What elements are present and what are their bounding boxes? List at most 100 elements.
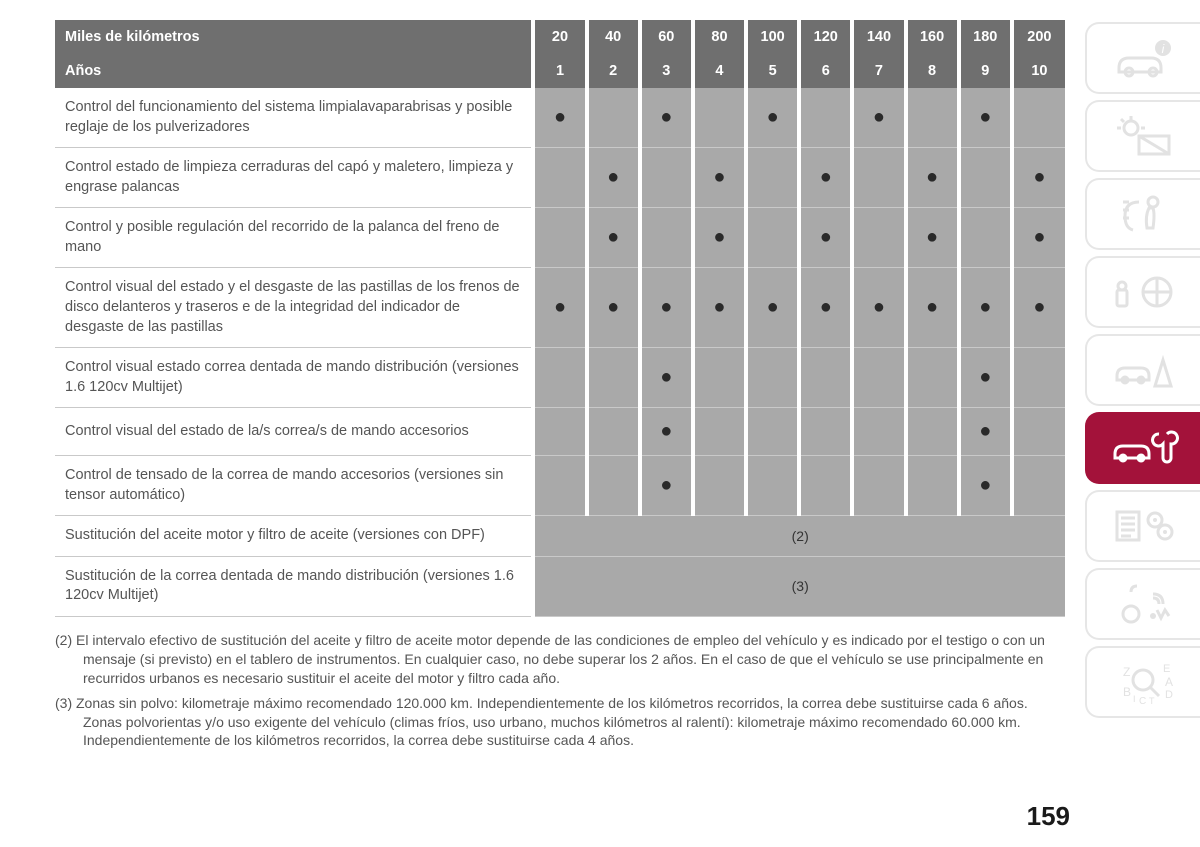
yr-col: 1 — [533, 54, 586, 88]
yr-col: 3 — [640, 54, 693, 88]
yr-col: 4 — [693, 54, 746, 88]
dot-icon — [979, 296, 991, 318]
svg-text:T: T — [1149, 696, 1155, 706]
interval-cell — [799, 408, 852, 456]
dot-icon — [660, 296, 672, 318]
header-row-km: Miles de kilómetros 20 40 60 80 100 120 … — [55, 20, 1065, 54]
tab-index[interactable]: Z B I C T E A D — [1085, 646, 1200, 718]
interval-cell — [533, 268, 586, 348]
interval-cell — [959, 268, 1012, 348]
dot-icon — [820, 296, 832, 318]
row-description: Control visual del estado de la/s correa… — [55, 408, 533, 456]
section-tabs: i — [1085, 22, 1200, 724]
svg-text:E: E — [1163, 663, 1170, 675]
interval-cell — [906, 88, 959, 148]
dot-icon — [820, 166, 832, 188]
table-row: Control estado de limpieza cerraduras de… — [55, 148, 1065, 208]
row-description: Control de tensado de la correa de mando… — [55, 456, 533, 516]
interval-cell — [1012, 208, 1065, 268]
tab-lights[interactable] — [1085, 100, 1200, 172]
interval-cell — [959, 348, 1012, 408]
dot-icon — [979, 106, 991, 128]
yr-col: 8 — [906, 54, 959, 88]
tab-safety[interactable] — [1085, 178, 1200, 250]
interval-cell — [959, 408, 1012, 456]
interval-cell — [799, 268, 852, 348]
interval-cell — [693, 208, 746, 268]
interval-cell — [959, 456, 1012, 516]
dot-icon — [926, 296, 938, 318]
interval-cell — [852, 408, 905, 456]
dot-icon — [713, 296, 725, 318]
interval-cell — [906, 208, 959, 268]
dot-icon — [554, 296, 566, 318]
interval-cell — [852, 88, 905, 148]
footnote-2: (2) El intervalo efectivo de sustitución… — [55, 631, 1065, 688]
km-col: 140 — [852, 20, 905, 54]
interval-cell — [746, 88, 799, 148]
row-description: Sustitución del aceite motor y filtro de… — [55, 516, 533, 557]
dot-icon — [873, 106, 885, 128]
interval-cell — [640, 408, 693, 456]
dot-icon — [873, 296, 885, 318]
interval-cell — [852, 348, 905, 408]
interval-cell — [852, 456, 905, 516]
km-col: 40 — [587, 20, 640, 54]
row-description: Control visual estado correa dentada de … — [55, 348, 533, 408]
dot-icon — [713, 226, 725, 248]
row-description: Sustitución de la correa dentada de mand… — [55, 556, 533, 616]
tab-starting[interactable] — [1085, 256, 1200, 328]
tab-emergency[interactable] — [1085, 334, 1200, 406]
tab-specs[interactable] — [1085, 490, 1200, 562]
row-description: Control y posible regulación del recorri… — [55, 208, 533, 268]
dot-icon — [767, 106, 779, 128]
interval-cell — [799, 148, 852, 208]
interval-cell — [1012, 348, 1065, 408]
yr-col: 9 — [959, 54, 1012, 88]
km-col: 100 — [746, 20, 799, 54]
header-row-years: Años 1 2 3 4 5 6 7 8 9 10 — [55, 54, 1065, 88]
note-cell: (2) — [533, 516, 1065, 557]
row-description: Control del funcionamiento del sistema l… — [55, 88, 533, 148]
table-row: Sustitución de la correa dentada de mand… — [55, 556, 1065, 616]
table-row: Control del funcionamiento del sistema l… — [55, 88, 1065, 148]
interval-cell — [587, 148, 640, 208]
interval-cell — [640, 456, 693, 516]
km-col: 160 — [906, 20, 959, 54]
svg-text:C: C — [1139, 696, 1146, 706]
dot-icon — [660, 366, 672, 388]
interval-cell — [640, 148, 693, 208]
dot-icon — [979, 366, 991, 388]
km-col: 200 — [1012, 20, 1065, 54]
interval-cell — [746, 208, 799, 268]
yr-col: 2 — [587, 54, 640, 88]
tab-maintenance[interactable] — [1085, 412, 1200, 484]
interval-cell — [587, 408, 640, 456]
tab-info[interactable]: i — [1085, 22, 1200, 94]
dot-icon — [1033, 296, 1045, 318]
yr-col: 7 — [852, 54, 905, 88]
header-years-label: Años — [55, 54, 533, 88]
dot-icon — [1033, 166, 1045, 188]
interval-cell — [693, 268, 746, 348]
interval-cell — [746, 348, 799, 408]
interval-cell — [533, 208, 586, 268]
interval-cell — [693, 88, 746, 148]
table-row: Sustitución del aceite motor y filtro de… — [55, 516, 1065, 557]
interval-cell — [640, 208, 693, 268]
interval-cell — [640, 88, 693, 148]
interval-cell — [1012, 148, 1065, 208]
interval-cell — [587, 88, 640, 148]
maintenance-schedule-page: Miles de kilómetros 20 40 60 80 100 120 … — [55, 20, 1065, 756]
interval-cell — [693, 408, 746, 456]
dot-icon — [979, 474, 991, 496]
km-col: 80 — [693, 20, 746, 54]
dot-icon — [607, 226, 619, 248]
yr-col: 6 — [799, 54, 852, 88]
dot-icon — [820, 226, 832, 248]
tab-multimedia[interactable] — [1085, 568, 1200, 640]
interval-cell — [906, 348, 959, 408]
interval-cell — [799, 348, 852, 408]
page-number: 159 — [1027, 801, 1070, 832]
interval-cell — [959, 88, 1012, 148]
